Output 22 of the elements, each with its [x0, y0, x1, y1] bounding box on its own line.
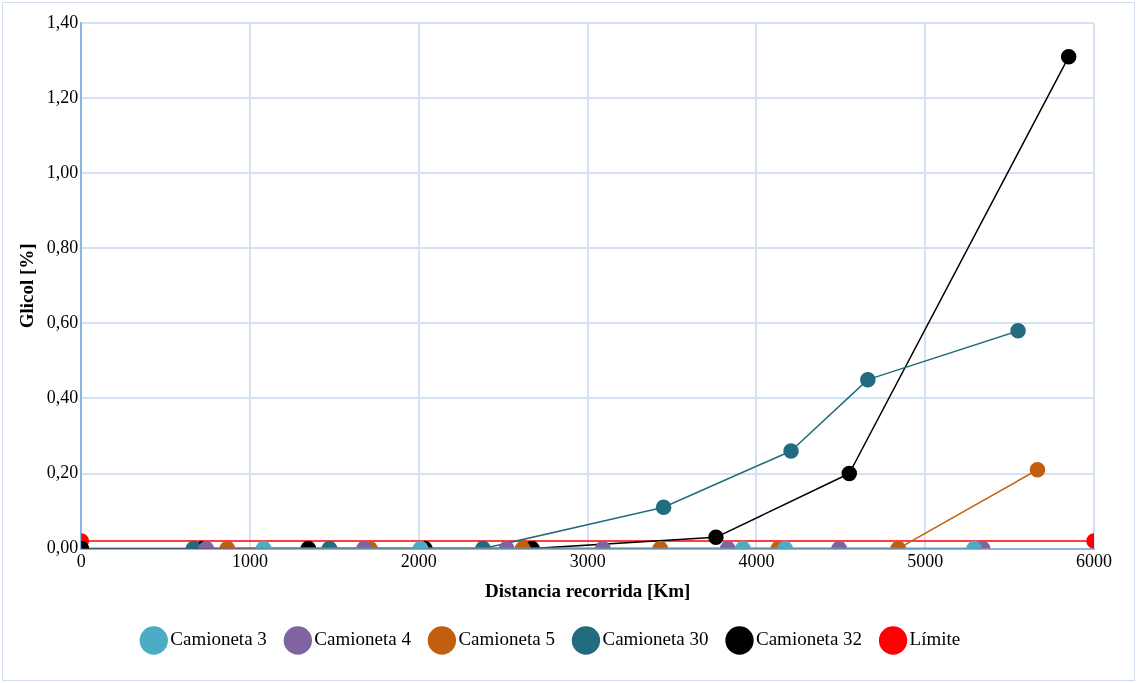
legend-label: Camioneta 30: [602, 628, 709, 650]
x-tick-label: 2000: [400, 551, 437, 572]
y-axis-title: Glicol [%]: [16, 243, 38, 329]
x-tick-label: 0: [76, 551, 86, 572]
y-tick-label: 1,40: [46, 11, 79, 32]
y-tick-label: 0,60: [46, 312, 79, 333]
y-tick-label: 0,20: [46, 462, 79, 483]
y-tick-label: 1,20: [46, 86, 79, 107]
x-tick-label: 6000: [1076, 551, 1112, 572]
y-tick-label: 0,80: [46, 236, 79, 257]
legend-label: Camioneta 32: [756, 628, 863, 650]
x-tick-label: 3000: [569, 551, 606, 572]
legend-label: Camioneta 4: [314, 628, 412, 650]
x-axis-title: Distancia recorrida [Km]: [484, 579, 691, 601]
x-tick-label: 1000: [232, 551, 269, 572]
y-tick-label: 0,40: [46, 387, 79, 408]
x-tick-label: 4000: [738, 551, 775, 572]
y-tick-label: 1,00: [46, 161, 79, 182]
x-tick-label: 5000: [907, 551, 944, 572]
legend-label: Límite: [909, 628, 961, 650]
legend-label: Camioneta 5: [458, 628, 555, 650]
legend-label: Camioneta 3: [170, 628, 267, 650]
